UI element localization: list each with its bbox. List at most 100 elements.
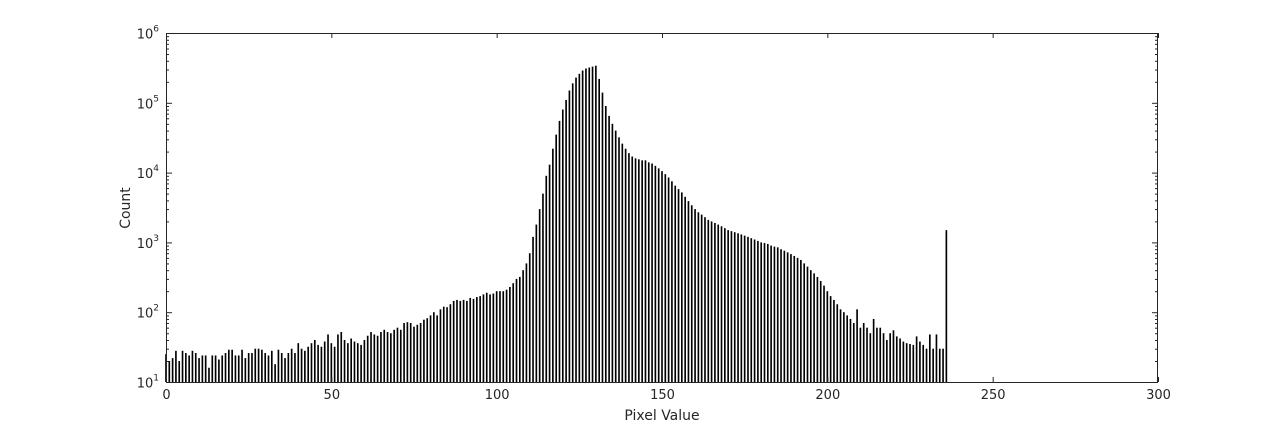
histogram-bar bbox=[714, 222, 716, 382]
histogram-bar bbox=[356, 343, 359, 382]
histogram-bar bbox=[218, 359, 220, 382]
histogram-bar bbox=[737, 233, 739, 382]
histogram-bar bbox=[747, 236, 749, 382]
histogram-bar bbox=[416, 324, 419, 382]
histogram-bar bbox=[214, 355, 217, 382]
histogram-bar bbox=[310, 343, 313, 382]
histogram-bar bbox=[277, 349, 280, 382]
histogram-bar bbox=[264, 353, 267, 382]
histogram-bar bbox=[690, 205, 693, 382]
histogram-bar bbox=[360, 344, 362, 382]
histogram-bar bbox=[353, 341, 356, 382]
histogram-bar bbox=[571, 83, 574, 382]
histogram-bar bbox=[208, 367, 210, 382]
histogram-bar bbox=[327, 334, 329, 382]
histogram-bar bbox=[859, 327, 862, 382]
x-tick-label: 0 bbox=[162, 388, 170, 403]
histogram-bar bbox=[647, 162, 650, 382]
histogram-bar bbox=[829, 296, 832, 382]
histogram-bar bbox=[601, 92, 604, 382]
histogram-bar bbox=[631, 156, 634, 382]
histogram-bar bbox=[509, 286, 511, 382]
histogram-bar bbox=[932, 348, 934, 382]
histogram-bar bbox=[244, 358, 247, 382]
histogram-bar bbox=[376, 335, 379, 382]
x-tick-label: 50 bbox=[324, 388, 341, 403]
histogram-bar bbox=[284, 358, 286, 382]
histogram-bar bbox=[383, 329, 386, 382]
histogram-bar bbox=[462, 299, 465, 382]
histogram-bar bbox=[819, 280, 822, 382]
histogram-bar bbox=[671, 181, 673, 382]
histogram-bar bbox=[733, 232, 736, 382]
histogram-bar bbox=[800, 259, 802, 382]
histogram-bar bbox=[763, 243, 766, 382]
histogram-bar bbox=[667, 177, 670, 382]
y-tick-label: 102 bbox=[137, 304, 159, 322]
histogram-bar bbox=[892, 330, 895, 382]
histogram-bar bbox=[641, 160, 643, 382]
histogram-bar bbox=[581, 70, 584, 383]
histogram-bar bbox=[565, 99, 567, 382]
histogram-bar bbox=[251, 353, 253, 382]
y-axis-label: Count bbox=[118, 187, 134, 229]
histogram-bar bbox=[505, 289, 508, 382]
histogram-bar bbox=[294, 353, 296, 382]
histogram-bar bbox=[717, 224, 720, 382]
x-axis: 0 50 100 150 200 250 300 bbox=[162, 33, 1171, 403]
x-axis-label: Pixel Value bbox=[624, 408, 699, 424]
histogram-bar bbox=[720, 226, 723, 382]
histogram-bar bbox=[849, 318, 852, 382]
histogram-bar bbox=[905, 343, 908, 382]
histogram-bar bbox=[856, 309, 858, 382]
histogram-bar bbox=[803, 263, 806, 382]
histogram-bar bbox=[654, 165, 657, 382]
histogram-bar bbox=[532, 236, 534, 382]
histogram-bar bbox=[766, 243, 769, 382]
histogram-bar bbox=[476, 297, 478, 382]
histogram-bar bbox=[773, 246, 776, 382]
histogram-bar bbox=[333, 346, 336, 382]
histogram-bar bbox=[816, 276, 819, 382]
histogram-bar bbox=[882, 333, 885, 382]
histogram-bar bbox=[575, 77, 577, 383]
histogram-bar bbox=[833, 299, 835, 382]
histogram-bar bbox=[608, 115, 610, 383]
histogram-bar bbox=[555, 134, 558, 382]
histogram-bar bbox=[644, 160, 647, 382]
histogram-bar bbox=[485, 292, 488, 382]
histogram-bar bbox=[743, 235, 746, 382]
histogram-bar bbox=[664, 174, 667, 382]
histogram-bar bbox=[449, 304, 452, 382]
histogram-bar bbox=[297, 343, 300, 382]
histogram-bar bbox=[313, 339, 316, 382]
histogram-bar bbox=[638, 159, 640, 382]
histogram-bar bbox=[776, 247, 779, 382]
histogram-bar bbox=[191, 350, 194, 382]
histogram-bar bbox=[290, 348, 293, 382]
histogram-bar bbox=[591, 66, 594, 383]
histogram-bar bbox=[247, 353, 250, 382]
histogram-bar bbox=[409, 323, 412, 382]
histogram-bar bbox=[466, 300, 468, 382]
histogram-bar bbox=[942, 348, 944, 382]
histogram-bar bbox=[241, 349, 243, 382]
y-axis: 101 102 103 104 105 106 bbox=[137, 25, 1158, 392]
x-tick-label: 100 bbox=[485, 388, 510, 403]
histogram-bar bbox=[945, 230, 948, 382]
y-tick-label: 101 bbox=[137, 374, 159, 392]
histogram-bar bbox=[469, 297, 472, 382]
y-tick-label: 106 bbox=[137, 25, 160, 43]
histogram-bars bbox=[165, 65, 948, 383]
histogram-bar bbox=[337, 334, 339, 382]
histogram-bar bbox=[366, 335, 369, 382]
histogram-bar bbox=[661, 171, 663, 382]
histogram-bar bbox=[919, 341, 921, 382]
y-tick-label: 105 bbox=[137, 94, 159, 112]
histogram-bar bbox=[317, 344, 319, 382]
histogram-bar bbox=[704, 217, 706, 382]
histogram-bar bbox=[423, 319, 425, 382]
histogram-bar bbox=[614, 130, 617, 382]
histogram-bar bbox=[502, 291, 505, 382]
